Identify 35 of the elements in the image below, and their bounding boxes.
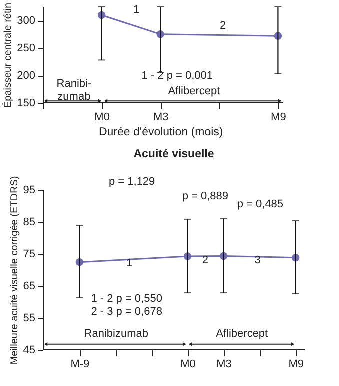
annotation: p = 0,889	[182, 190, 229, 202]
annotation: 3	[254, 254, 261, 266]
annotation: 2	[220, 20, 226, 32]
y-axis-title: Meilleure acuité visuelle corrigée (ETDRS)	[9, 176, 20, 365]
annotation: 1	[126, 258, 133, 270]
annotation: 2	[202, 254, 209, 266]
annotation: Ranibizumab	[84, 328, 148, 340]
y-axis-title: Épaisseur centrale rétin	[2, 2, 14, 108]
chart-title: Acuité visuelle	[134, 148, 214, 160]
x-tick-label: M0	[94, 112, 110, 124]
y-tick-label: 85	[23, 216, 36, 228]
y-tick-label: 45	[23, 344, 36, 356]
annotation: Aflibercept	[168, 85, 220, 98]
annotation: p = 0,485	[237, 198, 284, 210]
y-tick-label: 150	[17, 98, 36, 110]
annotation: 1	[134, 4, 140, 16]
y-tick-label: 200	[17, 70, 36, 82]
x-tick-label: M9	[271, 112, 286, 124]
x-tick-label: M9	[288, 358, 304, 370]
x-axis-title: Durée d'évolution (mois)	[98, 126, 224, 138]
x-tick-label: M3	[216, 358, 232, 370]
y-tick-label: 65	[23, 280, 36, 292]
x-tick-label: M-9	[70, 358, 90, 370]
annotation: 1 - 2 p = 0,001	[142, 70, 214, 82]
y-tick-label: 95	[23, 184, 36, 196]
y-tick-label: 75	[23, 248, 36, 260]
text: p = 1,129	[108, 176, 156, 188]
x-tick-label: M3	[153, 112, 169, 124]
annotation: Ranibi- zumab	[56, 78, 92, 103]
x-tick-label: M0	[180, 358, 196, 370]
y-tick-label: 55	[23, 312, 36, 324]
annotation: 1 - 2 p = 0,550 2 - 3 p = 0,678	[91, 292, 162, 318]
y-tick-label: 250	[17, 42, 36, 55]
annotation: Aflibercept	[216, 328, 268, 340]
y-tick-label: 300	[17, 15, 36, 28]
